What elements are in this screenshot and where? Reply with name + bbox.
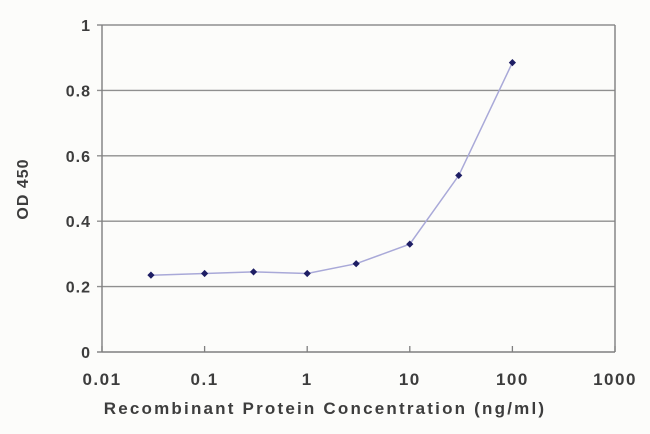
x-tick-label: 1 bbox=[302, 370, 313, 389]
x-tick-label: 0.01 bbox=[82, 370, 121, 389]
x-tick-label: 1000 bbox=[593, 370, 637, 389]
y-tick-label: 0.8 bbox=[66, 83, 91, 100]
y-tick-label: 0.2 bbox=[66, 280, 91, 297]
data-point-marker bbox=[249, 268, 258, 276]
x-axis-label: Recombinant Protein Concentration (ng/ml… bbox=[103, 399, 547, 418]
data-point-marker bbox=[455, 171, 463, 180]
y-tick-label: 1 bbox=[81, 18, 91, 35]
x-tick-label: 100 bbox=[496, 370, 529, 389]
data-point-marker bbox=[303, 269, 311, 278]
data-point-marker bbox=[508, 59, 516, 67]
x-tick-label: 10 bbox=[399, 370, 421, 389]
y-tick-label: 0.4 bbox=[66, 214, 91, 231]
data-point-marker bbox=[406, 240, 414, 248]
y-tick-label: 0.6 bbox=[66, 149, 91, 166]
y-tick-label: 0 bbox=[81, 345, 91, 362]
x-tick-label: 0.1 bbox=[191, 370, 219, 389]
data-point-marker bbox=[147, 271, 155, 279]
data-point-marker bbox=[352, 260, 360, 268]
data-point-marker bbox=[201, 269, 209, 278]
y-axis-label: OD 450 bbox=[15, 158, 32, 220]
series-line bbox=[150, 62, 514, 276]
